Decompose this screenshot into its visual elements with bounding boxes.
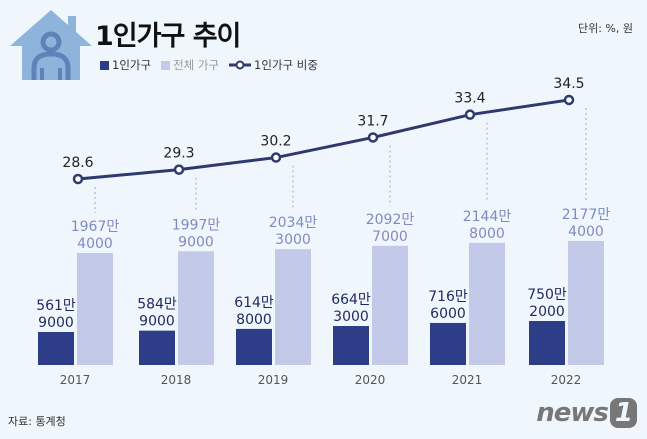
ratio-label: 29.3 <box>163 146 194 162</box>
label-total: 3000 <box>275 232 311 248</box>
bar-total-2020 <box>372 245 408 365</box>
ratio-label: 33.4 <box>454 91 485 107</box>
bar-single-2020 <box>333 326 369 365</box>
ratio-label: 28.6 <box>62 155 93 171</box>
legend-ratio: 1인가구 비중 <box>229 57 318 73</box>
bar-single-2022 <box>529 321 565 365</box>
ratio-label: 31.7 <box>357 113 388 129</box>
bar-single-2021 <box>430 322 466 365</box>
ratio-point <box>464 109 476 120</box>
label-single: 750만 <box>527 287 567 303</box>
label-total: 8000 <box>469 226 505 242</box>
house-icon <box>10 10 92 80</box>
label-single: 6000 <box>430 306 466 322</box>
legend-single: 1인가구 <box>100 57 151 73</box>
label-single: 561만 <box>36 298 76 314</box>
bar-single-2017 <box>38 332 74 365</box>
x-tick-label: 2019 <box>258 373 289 387</box>
bar-total-2017 <box>77 253 113 365</box>
unit-label: 단위: %, 원 <box>577 22 633 35</box>
label-single: 664만 <box>331 292 371 308</box>
bar-total-2022 <box>568 241 604 365</box>
bar-total-2021 <box>469 242 505 365</box>
legend: 1인가구 전체 가구 1인가구 비중 <box>100 57 318 73</box>
x-tick-label: 2020 <box>355 373 386 387</box>
x-tick-label: 2021 <box>452 373 483 387</box>
ratio-point <box>72 173 84 185</box>
source: 자료: 통계청 <box>8 415 66 428</box>
x-tick-label: 2018 <box>161 373 192 387</box>
label-total: 2177만 <box>562 207 611 223</box>
label-single: 716만 <box>428 289 468 305</box>
legend-total: 전체 가구 <box>161 57 219 73</box>
ratio-line <box>77 98 570 181</box>
label-total: 1997만 <box>172 217 221 233</box>
label-single: 8000 <box>236 312 272 328</box>
ratio-point <box>367 132 379 143</box>
label-single: 3000 <box>333 309 369 325</box>
label-total: 4000 <box>568 224 604 240</box>
ratio-point <box>270 152 282 163</box>
ratio-label: 30.2 <box>260 134 291 150</box>
label-total: 1967만 <box>71 219 120 235</box>
ratio-label: 34.5 <box>553 76 584 92</box>
label-total: 2034만 <box>269 215 318 231</box>
label-total: 2092만 <box>366 212 415 228</box>
news1-logo: news 1 <box>536 398 637 428</box>
x-tick-label: 2017 <box>60 373 91 387</box>
label-total: 9000 <box>178 234 214 250</box>
ratio-point <box>563 94 575 106</box>
label-single: 2000 <box>529 304 565 320</box>
label-total: 7000 <box>372 229 408 245</box>
label-total: 4000 <box>77 236 113 252</box>
chart-title: 1인가구 추이 <box>95 21 241 52</box>
x-tick-label: 2022 <box>551 373 582 387</box>
bar-single-2018 <box>139 330 175 365</box>
bar-total-2018 <box>178 251 214 365</box>
bar-single-2019 <box>236 328 272 365</box>
ratio-point <box>173 164 185 175</box>
label-single: 9000 <box>38 315 74 331</box>
label-single: 614만 <box>234 295 274 311</box>
label-total: 2144만 <box>463 209 512 225</box>
label-single: 9000 <box>139 314 175 330</box>
label-single: 584만 <box>137 297 177 313</box>
bar-total-2019 <box>275 249 311 365</box>
